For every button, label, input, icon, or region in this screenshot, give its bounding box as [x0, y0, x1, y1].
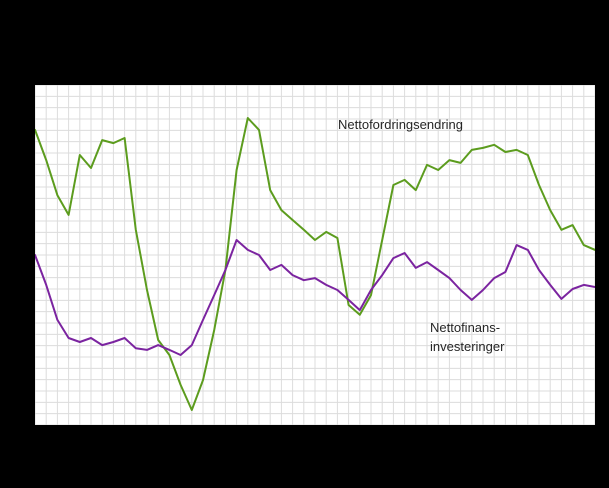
- series-line-nettofinansinvesteringer: [35, 239, 595, 356]
- plot-area: [35, 85, 595, 425]
- series-label-line2: investeringer: [430, 339, 505, 354]
- series-label-nettofordringsendring: Nettofordringsendring: [338, 117, 464, 132]
- series-label-nettofinansinvesteringer: Nettofinans- investeringer: [430, 318, 504, 356]
- series-label-line1: Nettofinans-: [430, 320, 501, 335]
- series-line-nettofordringsendring: [35, 117, 595, 411]
- chart-svg: [35, 85, 595, 425]
